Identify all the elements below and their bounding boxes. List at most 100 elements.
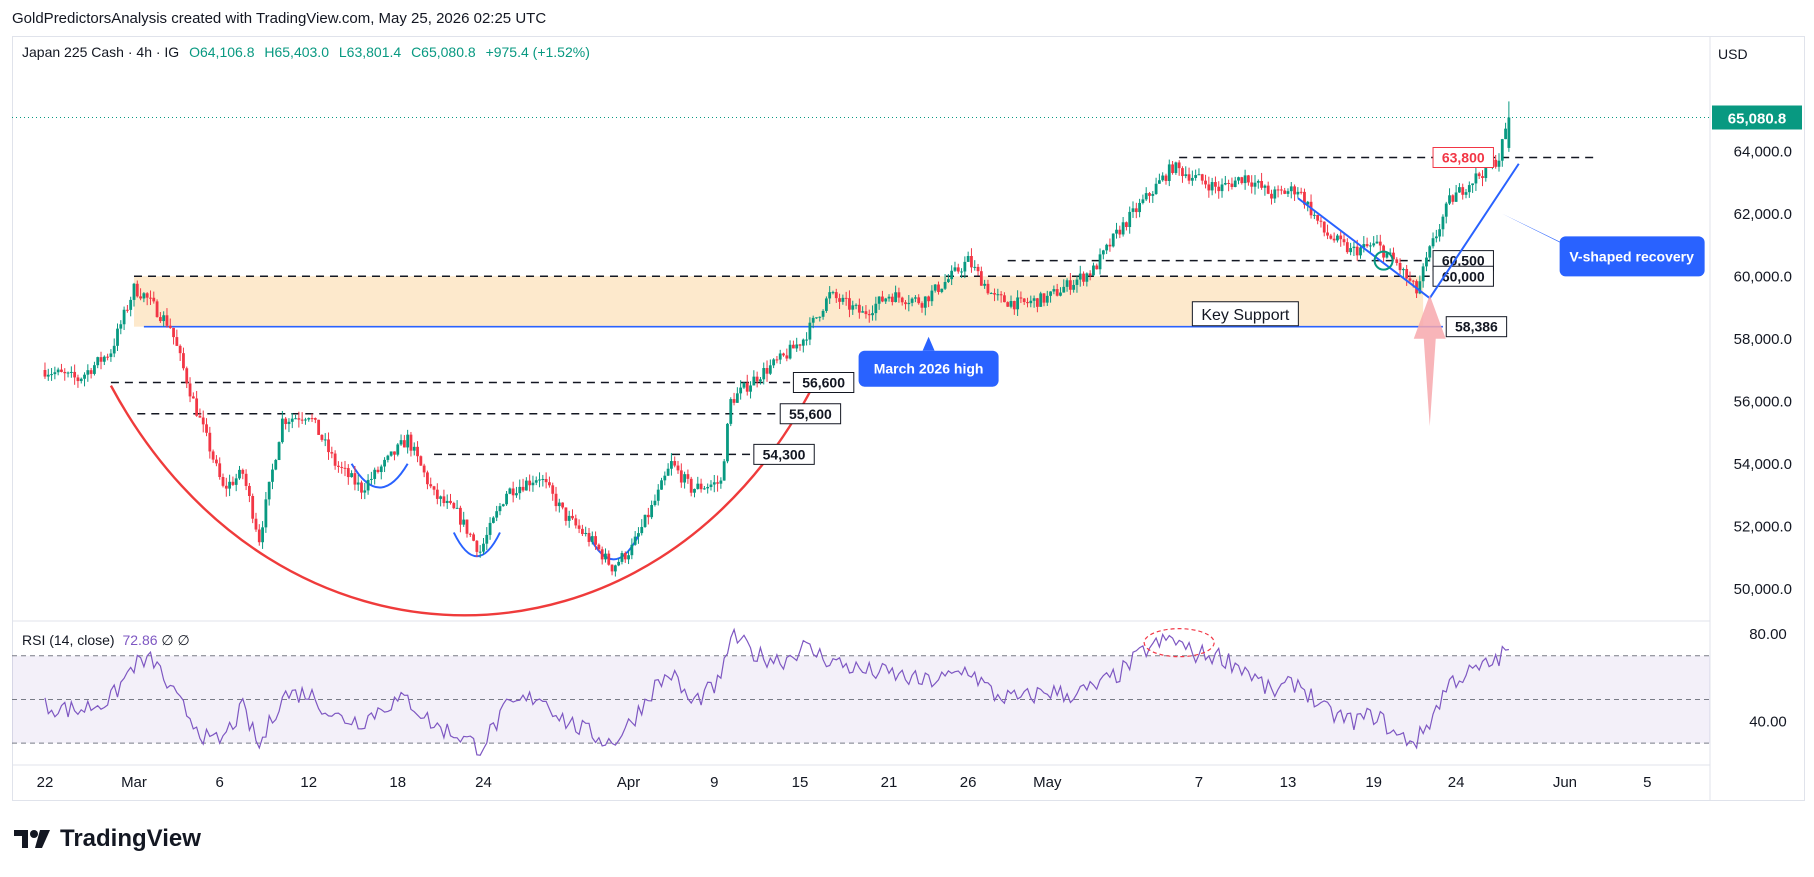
candle-body	[768, 365, 772, 374]
candle-body	[238, 469, 241, 479]
candle-body	[1306, 201, 1310, 205]
candle-body	[116, 328, 119, 346]
candle-body	[422, 465, 426, 473]
candle-body	[1270, 193, 1273, 199]
candle-body	[1494, 159, 1498, 167]
candle-body	[468, 533, 472, 535]
candle-body	[538, 479, 541, 481]
candle-body	[280, 418, 284, 443]
candle-body	[330, 452, 334, 454]
candle-body	[670, 461, 673, 469]
time-tick-label: Apr	[617, 774, 640, 791]
candle-body	[597, 544, 601, 550]
last-price-badge[interactable]	[1712, 105, 1802, 130]
cup-pattern-curve	[109, 385, 815, 617]
candle-body	[613, 565, 617, 572]
candle-body	[1068, 280, 1072, 290]
candle-body	[129, 299, 133, 310]
candle-body	[696, 483, 700, 489]
candle-body	[472, 534, 475, 541]
candle-body	[841, 297, 845, 302]
candle-body	[185, 368, 189, 384]
time-tick-label: 21	[881, 774, 898, 791]
candle-body	[693, 488, 696, 493]
candle-body	[600, 549, 604, 560]
candle-body	[1042, 293, 1046, 303]
candle-body	[1461, 187, 1465, 195]
candle-body	[244, 473, 248, 486]
symbol-name[interactable]: Japan 225 Cash · 4h · IG	[22, 44, 180, 60]
candle-body	[679, 470, 683, 483]
candle-body	[175, 337, 179, 346]
candle-body	[495, 511, 499, 518]
candle-body	[300, 419, 304, 421]
candle-body	[1171, 164, 1174, 173]
chart-panel[interactable]	[12, 36, 1805, 801]
candle-body	[317, 419, 321, 435]
candle-body	[1065, 280, 1069, 287]
candle-body	[1098, 254, 1102, 270]
rsi-overbought-ellipse	[1143, 628, 1215, 658]
candle-body	[923, 296, 927, 308]
candle-body	[1164, 175, 1168, 181]
candle-body	[1210, 182, 1214, 191]
candle-body	[297, 418, 301, 420]
candle-body	[1108, 244, 1112, 247]
candle-body	[884, 298, 888, 302]
time-tick-label: 6	[216, 774, 224, 791]
candle-body	[168, 325, 172, 328]
level-55600-label: 55,600	[789, 406, 832, 422]
candle-body	[1332, 238, 1336, 241]
candle-body	[920, 303, 924, 308]
candle-body	[455, 507, 459, 509]
candle-body	[953, 267, 957, 271]
candle-body	[686, 474, 690, 479]
candle-body	[234, 478, 238, 485]
candle-body	[1187, 174, 1191, 181]
candle-body	[482, 543, 485, 552]
candle-body	[637, 533, 640, 537]
candle-body	[1059, 292, 1062, 296]
candle-body	[706, 486, 710, 489]
candle-body	[416, 446, 419, 457]
currency-button[interactable]: USD	[1718, 46, 1748, 62]
candle-body	[897, 292, 901, 298]
candle-body	[604, 553, 607, 560]
candle-body	[1349, 248, 1353, 253]
close-value: C65,080.8	[411, 44, 476, 60]
candle-body	[745, 382, 749, 392]
candle-body	[501, 504, 505, 507]
candle-body	[406, 434, 410, 448]
candle-body	[1345, 242, 1349, 253]
candle-body	[132, 283, 136, 300]
time-tick-label: 19	[1365, 774, 1382, 791]
candle-body	[1217, 186, 1221, 192]
candle-body	[1128, 211, 1132, 228]
candle-body	[666, 468, 670, 476]
candle-body	[383, 459, 386, 467]
candle-body	[1454, 192, 1458, 202]
rsi-extra: ∅ ∅	[161, 632, 190, 648]
candle-body	[274, 460, 278, 470]
candle-body	[1421, 266, 1425, 282]
candle-body	[848, 298, 851, 310]
candle-body	[1095, 265, 1099, 270]
candle-body	[149, 297, 152, 299]
candle-body	[729, 399, 733, 424]
tradingview-logo[interactable]: TradingView	[14, 825, 201, 853]
rsi-label[interactable]: RSI (14, close)	[22, 632, 115, 648]
time-tick-label: 15	[792, 774, 809, 791]
candle-body	[900, 297, 904, 303]
candle-body	[337, 465, 340, 467]
candle-body	[1434, 236, 1438, 239]
rsi-tick-40: 40.00	[1749, 713, 1787, 730]
candle-body	[795, 344, 799, 349]
candle-body	[241, 469, 245, 474]
candle-body	[1303, 191, 1306, 205]
candle-body	[524, 480, 528, 491]
candle-body	[989, 293, 993, 295]
low-value: L63,801.4	[338, 44, 402, 60]
candle-body	[650, 505, 654, 518]
candle-body	[287, 421, 291, 425]
